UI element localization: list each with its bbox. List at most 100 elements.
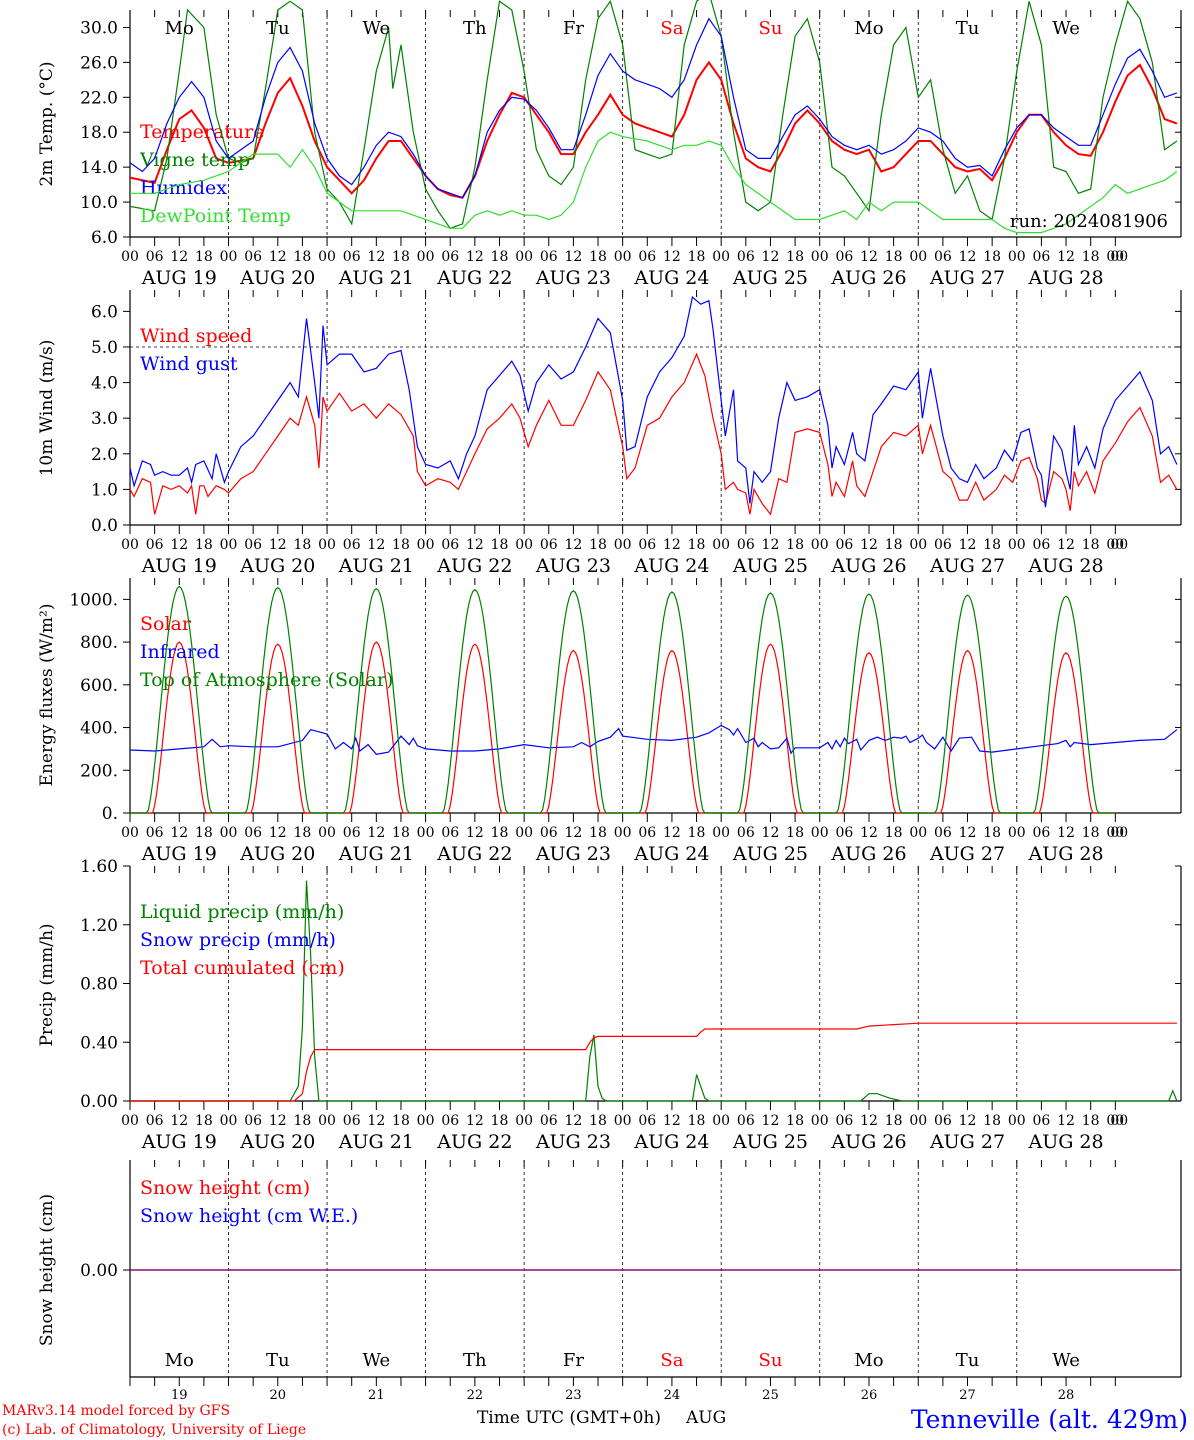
y-axis-title: Energy fluxes (W/m²) xyxy=(37,604,57,787)
x-hour-label: 12 xyxy=(663,537,681,553)
x-hour-label: 18 xyxy=(688,537,706,553)
x-hour-label: 12 xyxy=(269,1113,287,1129)
legend-entry: Solar xyxy=(140,613,192,635)
x-hour-label: 12 xyxy=(367,537,385,553)
y-axis-title: Precip (mm/h) xyxy=(37,923,57,1046)
weekday-label: We xyxy=(362,18,390,39)
y-tick-label: 1.0 xyxy=(91,480,118,500)
day-number-label: 22 xyxy=(467,1388,484,1403)
x-hour-label: 12 xyxy=(959,1113,977,1129)
x-hour-label: 06 xyxy=(1033,1113,1051,1129)
x-day-label: AUG 22 xyxy=(436,267,512,289)
y-tick-label: 4.0 xyxy=(91,374,118,394)
x-day-label: AUG 26 xyxy=(830,267,906,289)
x-hour-label: 18 xyxy=(195,825,213,841)
x-hour-label: 18 xyxy=(195,249,213,265)
legend-entry: Liquid precip (mm/h) xyxy=(140,901,344,923)
x-hour-label: 12 xyxy=(170,537,188,553)
series-line xyxy=(129,724,1178,755)
x-hour-label: 06 xyxy=(540,825,558,841)
x-day-label: AUG 19 xyxy=(141,843,217,865)
x-hour-label: 12 xyxy=(170,249,188,265)
x-hour-label: 12 xyxy=(564,537,582,553)
y-tick-label: 22.0 xyxy=(80,88,118,108)
x-hour-label: 18 xyxy=(491,537,509,553)
x-hour-label: 06 xyxy=(835,1113,853,1129)
x-hour-label: 18 xyxy=(392,537,410,553)
x-hour-label: 00 xyxy=(811,537,829,553)
x-day-label: AUG 19 xyxy=(141,555,217,577)
weekday-label: Fr xyxy=(563,18,584,39)
x-hour-label: 00 xyxy=(318,1113,336,1129)
day-number-label: 23 xyxy=(565,1388,582,1403)
x-hour-label: 12 xyxy=(663,1113,681,1129)
x-hour-label: 06 xyxy=(638,1113,656,1129)
x-hour-label: 18 xyxy=(491,825,509,841)
x-hour-label: 00 xyxy=(1110,249,1128,265)
x-day-label: AUG 28 xyxy=(1027,555,1103,577)
x-day-label: AUG 27 xyxy=(929,1131,1005,1153)
x-hour-label: 18 xyxy=(294,1113,312,1129)
x-hour-label: 00 xyxy=(417,825,435,841)
x-hour-label: 06 xyxy=(343,1113,361,1129)
x-hour-label: 00 xyxy=(121,537,139,553)
weekday-label: Tu xyxy=(956,18,980,39)
x-hour-label: 12 xyxy=(663,825,681,841)
x-day-label: AUG 27 xyxy=(929,843,1005,865)
y-tick-label: 26.0 xyxy=(80,53,118,73)
x-hour-label: 18 xyxy=(589,537,607,553)
x-hour-label: 12 xyxy=(860,1113,878,1129)
weekday-label: Mo xyxy=(165,1350,194,1371)
x-day-label: AUG 20 xyxy=(239,843,315,865)
x-hour-label: 00 xyxy=(1008,1113,1026,1129)
x-hour-label: 00 xyxy=(909,1113,927,1129)
x-hour-label: 06 xyxy=(737,249,755,265)
x-hour-label: 00 xyxy=(811,249,829,265)
x-hour-label: 06 xyxy=(835,825,853,841)
x-hour-label: 12 xyxy=(367,825,385,841)
x-hour-label: 06 xyxy=(737,825,755,841)
x-hour-label: 12 xyxy=(564,1113,582,1129)
y-tick-label: 2.0 xyxy=(91,445,118,465)
y-tick-label: 400. xyxy=(80,719,118,739)
x-hour-label: 00 xyxy=(417,537,435,553)
x-hour-label: 18 xyxy=(1082,825,1100,841)
x-hour-label: 06 xyxy=(540,1113,558,1129)
x-hour-label: 00 xyxy=(515,1113,533,1129)
x-hour-label: 00 xyxy=(121,825,139,841)
x-hour-label: 00 xyxy=(1106,249,1124,265)
y-tick-label: 14.0 xyxy=(80,158,118,178)
x-day-label: AUG 26 xyxy=(830,843,906,865)
x-hour-label: 06 xyxy=(638,537,656,553)
x-hour-label: 06 xyxy=(441,537,459,553)
x-hour-label: 18 xyxy=(786,537,804,553)
x-hour-label: 18 xyxy=(885,537,903,553)
credit-line-2: (c) Lab. of Climatology, University of L… xyxy=(2,1422,306,1438)
x-hour-label: 06 xyxy=(737,1113,755,1129)
x-hour-label: 06 xyxy=(1033,825,1051,841)
series-line xyxy=(129,17,1178,199)
legend-entry: Infrared xyxy=(140,641,220,663)
x-hour-label: 06 xyxy=(244,1113,262,1129)
y-tick-label: 0.40 xyxy=(80,1033,118,1053)
x-hour-label: 00 xyxy=(417,1113,435,1129)
x-hour-label: 06 xyxy=(441,249,459,265)
x-day-label: AUG 22 xyxy=(436,1131,512,1153)
x-day-label: AUG 23 xyxy=(535,555,611,577)
x-hour-label: 18 xyxy=(392,825,410,841)
x-day-label: AUG 26 xyxy=(830,555,906,577)
x-hour-label: 00 xyxy=(515,249,533,265)
day-number-label: 28 xyxy=(1058,1388,1075,1403)
series-line xyxy=(129,352,1178,516)
x-day-label: AUG 27 xyxy=(929,555,1005,577)
y-tick-label: 3.0 xyxy=(91,409,118,429)
x-hour-label: 06 xyxy=(540,537,558,553)
weekday-label: Su xyxy=(758,18,782,39)
x-day-label: AUG 19 xyxy=(141,1131,217,1153)
legend-entry: Snow precip (mm/h) xyxy=(140,929,336,951)
x-hour-label: 18 xyxy=(1082,249,1100,265)
x-hour-label: 00 xyxy=(515,537,533,553)
x-hour-label: 00 xyxy=(121,1113,139,1129)
x-hour-label: 06 xyxy=(146,537,164,553)
